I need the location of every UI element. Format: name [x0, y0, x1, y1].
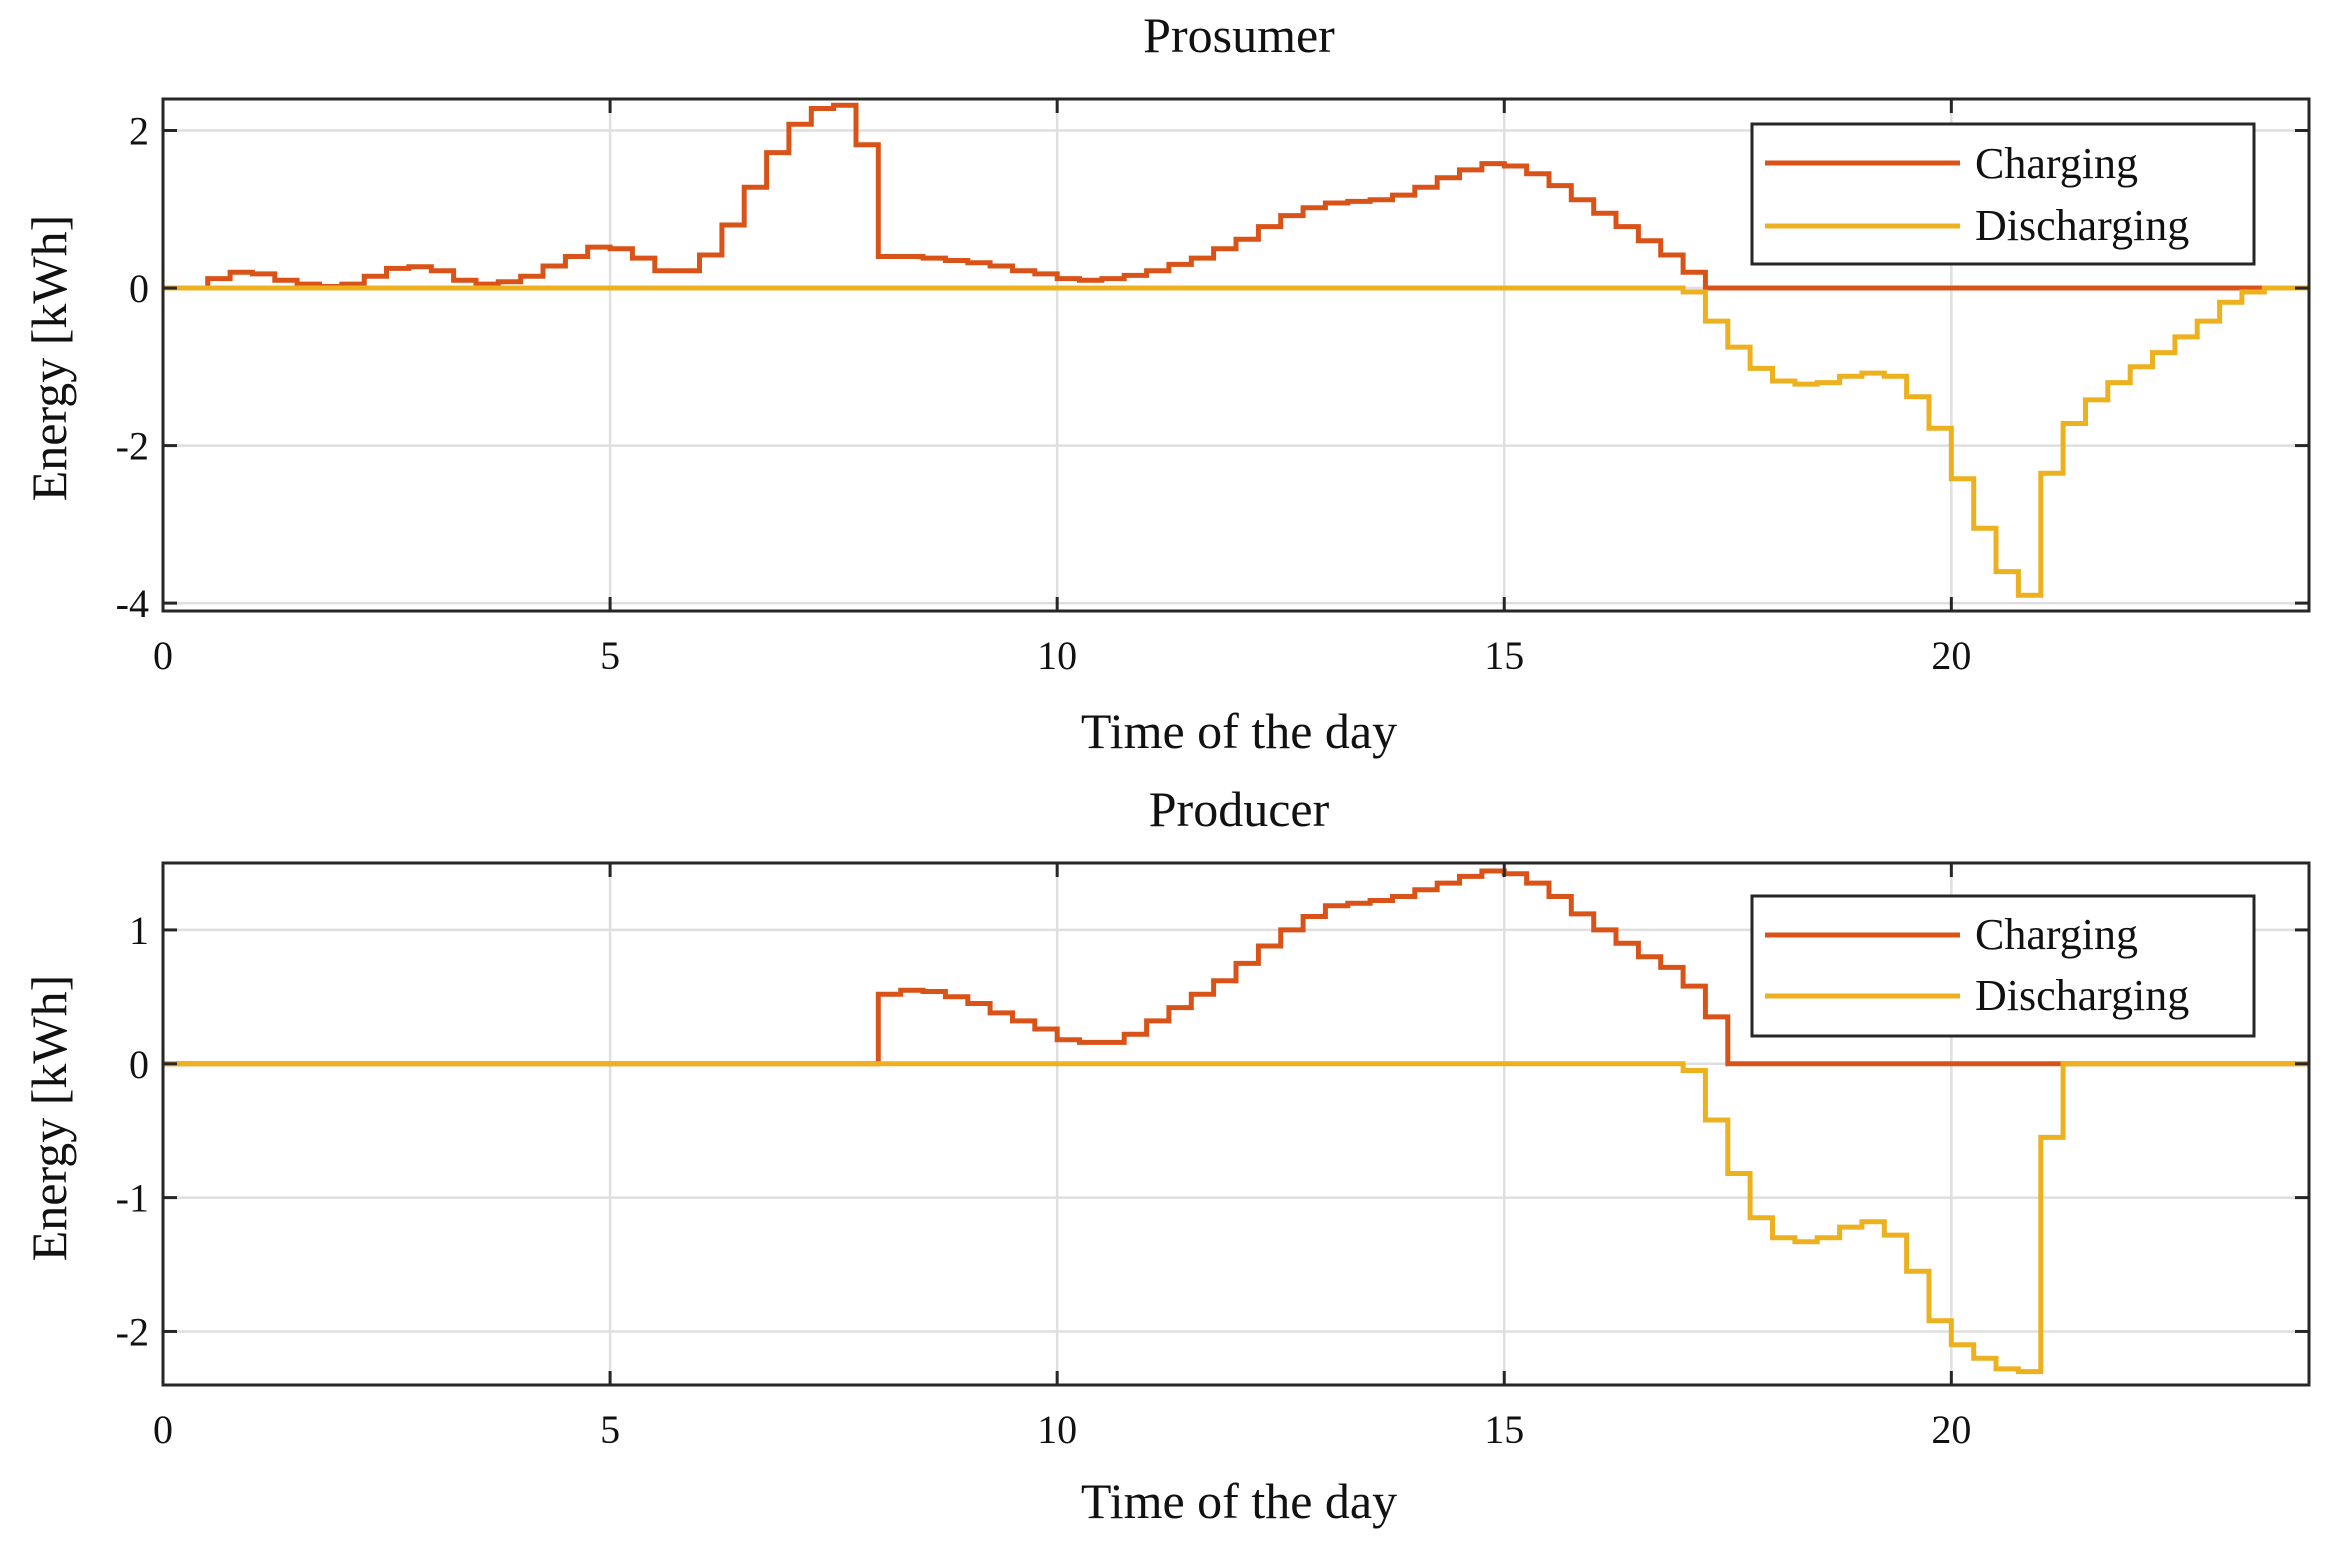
x-tick-label: 10: [1037, 1407, 1077, 1452]
legend-label-charging: Charging: [1975, 139, 2138, 188]
plot-frame: [161, 861, 2311, 1387]
y-tick-label: -1: [116, 1176, 149, 1221]
x-tick-label: 20: [1931, 633, 1971, 678]
chart-producer: Producer Time of the day Energy [kWh] 0 5…: [21, 781, 2311, 1529]
legend: Charging Discharging: [1750, 894, 2256, 1038]
legend-box: [1750, 894, 2256, 1038]
legend-label-discharging: Discharging: [1975, 201, 2189, 250]
chart-prosumer: Prosumer Time of the day Energy [kWh] 0 5…: [21, 7, 2311, 759]
y-tick-label: -4: [116, 581, 149, 626]
series-line-charging: [163, 102, 2309, 291]
legend-box: [1750, 122, 2256, 266]
y-tick-label: 1: [129, 908, 149, 953]
chart-title: Prosumer: [1143, 7, 1335, 63]
x-tick-label: 10: [1037, 633, 1077, 678]
x-tick-label: 0: [153, 1407, 173, 1452]
series-line-discharging: [163, 1061, 2309, 1375]
y-tick-label: -2: [116, 1309, 149, 1354]
series-layer: [163, 868, 2309, 1375]
legend-label-discharging: Discharging: [1975, 971, 2189, 1020]
x-axis-label: Time of the day: [1081, 703, 1397, 759]
x-tick-label: 15: [1484, 1407, 1524, 1452]
x-tick-label: 5: [600, 1407, 620, 1452]
x-tick-label: 5: [600, 633, 620, 678]
chart-title: Producer: [1149, 781, 1330, 837]
x-tick-label: 0: [153, 633, 173, 678]
x-axis-label: Time of the day: [1081, 1473, 1397, 1529]
plot-frame: [161, 97, 2311, 613]
x-tick-label: 15: [1484, 633, 1524, 678]
y-tick-label: 0: [129, 266, 149, 311]
y-axis-label: Energy [kWh]: [21, 975, 77, 1261]
y-axis-label: Energy [kWh]: [21, 215, 77, 501]
x-tick-label: 20: [1931, 1407, 1971, 1452]
legend-label-charging: Charging: [1975, 910, 2138, 959]
y-tick-label: -2: [116, 424, 149, 469]
series-layer: [163, 102, 2309, 598]
series-line-discharging: [163, 285, 2309, 598]
y-tick-label: 2: [129, 109, 149, 154]
legend: Charging Discharging: [1750, 122, 2256, 266]
y-tick-label: 0: [129, 1042, 149, 1087]
